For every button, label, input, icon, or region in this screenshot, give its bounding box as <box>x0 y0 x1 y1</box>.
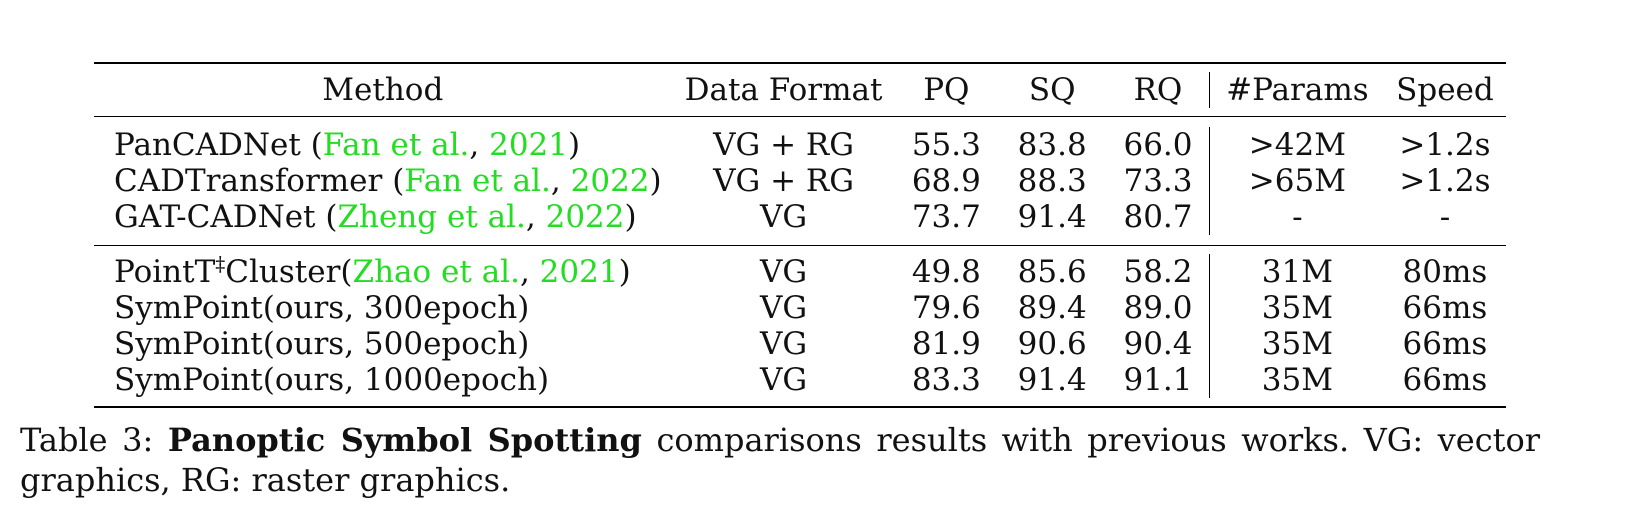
citation-author[interactable]: Fan et al. <box>322 127 470 163</box>
sq-cell: 90.6 <box>1017 326 1087 362</box>
method-cell: PointT‡Cluster(Zhao et al., 2021) <box>114 251 631 290</box>
pq-cell: 79.6 <box>911 290 981 326</box>
citation-author[interactable]: Zhao et al. <box>352 254 520 290</box>
table-header-row: Method Data Format PQ SQ RQ #Params Spee… <box>94 62 1506 117</box>
params-cell: 31M <box>1261 254 1333 290</box>
sq-cell: 85.6 <box>1017 254 1087 290</box>
speed-cell: 66ms <box>1402 326 1488 362</box>
speed-cell: - <box>1439 199 1451 235</box>
params-cell: - <box>1292 199 1303 235</box>
column-divider <box>1208 362 1211 398</box>
data-format-cell: VG + RG <box>713 163 855 199</box>
table-row: PointT‡Cluster(Zhao et al., 2021) VG 49.… <box>94 254 1506 290</box>
header-data-format: Data Format <box>671 62 896 117</box>
data-format-cell: VG + RG <box>713 127 855 163</box>
speed-cell: >1.2s <box>1399 163 1491 199</box>
column-divider <box>1208 254 1211 290</box>
citation-year[interactable]: 2022 <box>570 163 650 199</box>
header-rq: RQ <box>1107 62 1209 117</box>
rq-cell: 58.2 <box>1123 254 1193 290</box>
sq-cell: 83.8 <box>1017 127 1087 163</box>
method-cell: SymPoint(ours, 1000epoch) <box>114 362 550 398</box>
citation-year[interactable]: 2021 <box>489 127 569 163</box>
rq-cell: 66.0 <box>1123 127 1193 163</box>
data-format-cell: VG <box>759 290 808 326</box>
method-cell: PanCADNet (Fan et al., 2021) <box>114 127 581 163</box>
pq-cell: 49.8 <box>911 254 981 290</box>
pq-cell: 83.3 <box>911 362 981 398</box>
table-row: CADTransformer (Fan et al., 2022) VG + R… <box>94 163 1506 199</box>
speed-cell: 80ms <box>1402 254 1488 290</box>
sq-cell: 91.4 <box>1017 362 1087 398</box>
table-caption: Table 3: Panoptic Symbol Spotting compar… <box>20 420 1540 500</box>
header-sq: SQ <box>997 62 1108 117</box>
sq-cell: 88.3 <box>1017 163 1087 199</box>
pq-cell: 55.3 <box>911 127 981 163</box>
rq-cell: 90.4 <box>1123 326 1193 362</box>
header-params: #Params <box>1210 62 1384 117</box>
data-format-cell: VG <box>759 362 808 398</box>
rq-cell: 73.3 <box>1123 163 1193 199</box>
sq-cell: 89.4 <box>1017 290 1087 326</box>
params-cell: 35M <box>1261 290 1333 326</box>
table-row: SymPoint(ours, 1000epoch) VG 83.3 91.4 9… <box>94 362 1506 398</box>
rq-cell: 89.0 <box>1123 290 1193 326</box>
column-divider <box>1208 290 1211 326</box>
data-format-cell: VG <box>759 254 808 290</box>
citation-author[interactable]: Fan et al. <box>404 163 551 199</box>
speed-cell: >1.2s <box>1399 127 1491 163</box>
params-cell: 35M <box>1261 326 1333 362</box>
speed-cell: 66ms <box>1402 362 1488 398</box>
sq-cell: 91.4 <box>1017 199 1087 235</box>
caption-text: comparisons results with previous works.… <box>20 421 1541 499</box>
column-divider <box>1208 199 1211 235</box>
column-divider <box>1208 127 1211 163</box>
method-cell: GAT-CADNet (Zheng et al., 2022) <box>114 199 637 235</box>
params-cell: >65M <box>1248 163 1346 199</box>
params-cell: >42M <box>1248 127 1346 163</box>
method-cell: CADTransformer (Fan et al., 2022) <box>114 163 662 199</box>
table-row: SymPoint(ours, 500epoch) VG 81.9 90.6 90… <box>94 326 1506 362</box>
pq-cell: 68.9 <box>911 163 981 199</box>
speed-cell: 66ms <box>1402 290 1488 326</box>
table-row: PanCADNet (Fan et al., 2021) VG + RG 55.… <box>94 127 1506 163</box>
rq-cell: 80.7 <box>1123 199 1193 235</box>
column-divider <box>1208 326 1211 362</box>
data-format-cell: VG <box>759 326 808 362</box>
results-table: Method Data Format PQ SQ RQ #Params Spee… <box>94 62 1506 408</box>
rq-cell: 91.1 <box>1123 362 1193 398</box>
header-method: Method <box>94 62 672 117</box>
params-cell: 35M <box>1261 362 1333 398</box>
column-divider <box>1208 163 1211 199</box>
pq-cell: 73.7 <box>911 199 981 235</box>
citation-author[interactable]: Zheng et al. <box>337 199 526 235</box>
column-divider <box>1208 62 1211 117</box>
method-cell: SymPoint(ours, 500epoch) <box>114 326 530 362</box>
caption-label: Table 3: <box>20 421 154 459</box>
pq-cell: 81.9 <box>911 326 981 362</box>
header-speed: Speed <box>1383 62 1506 117</box>
header-pq: PQ <box>895 62 998 117</box>
method-cell: SymPoint(ours, 300epoch) <box>114 290 530 326</box>
citation-year[interactable]: 2021 <box>539 254 619 290</box>
caption-bold-title: Panoptic Symbol Spotting <box>167 421 642 459</box>
table-row: GAT-CADNet (Zheng et al., 2022) VG 73.7 … <box>94 199 1506 235</box>
table-row: SymPoint(ours, 300epoch) VG 79.6 89.4 89… <box>94 290 1506 326</box>
data-format-cell: VG <box>759 199 808 235</box>
citation-year[interactable]: 2022 <box>545 199 625 235</box>
